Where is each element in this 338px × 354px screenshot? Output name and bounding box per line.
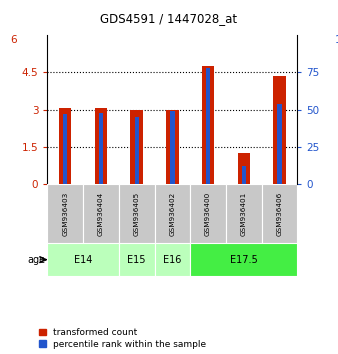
Bar [59, 108, 71, 184]
Bar [238, 153, 250, 184]
Text: GSM936405: GSM936405 [134, 192, 140, 236]
Bar [119, 184, 154, 243]
Bar [190, 243, 297, 276]
Bar [206, 68, 210, 184]
Text: E14: E14 [74, 255, 92, 265]
Text: age: age [27, 255, 46, 265]
Bar [262, 184, 297, 243]
Text: 100%: 100% [335, 35, 338, 45]
Bar [95, 108, 107, 184]
Bar [242, 166, 246, 184]
Text: 6: 6 [11, 35, 17, 45]
Text: E17.5: E17.5 [230, 255, 258, 265]
Text: GSM936406: GSM936406 [276, 192, 283, 236]
Bar [273, 76, 286, 184]
Bar [190, 184, 226, 243]
Text: GSM936404: GSM936404 [98, 192, 104, 236]
Text: GSM936402: GSM936402 [169, 192, 175, 236]
Text: E16: E16 [163, 255, 182, 265]
Bar [99, 113, 103, 184]
Bar [277, 104, 282, 184]
Bar [154, 243, 190, 276]
Text: GDS4591 / 1447028_at: GDS4591 / 1447028_at [100, 12, 238, 25]
Bar [202, 66, 214, 184]
Bar [47, 243, 119, 276]
Bar [170, 111, 174, 184]
Text: GSM936403: GSM936403 [62, 192, 68, 236]
Text: GSM936400: GSM936400 [205, 192, 211, 236]
Bar [135, 117, 139, 184]
Bar [47, 184, 83, 243]
Text: GSM936401: GSM936401 [241, 192, 247, 236]
Bar [226, 184, 262, 243]
Bar [166, 110, 178, 184]
Legend: transformed count, percentile rank within the sample: transformed count, percentile rank withi… [38, 327, 207, 349]
Bar [154, 184, 190, 243]
Bar [83, 184, 119, 243]
Bar [63, 114, 67, 184]
Bar [119, 243, 154, 276]
Bar [130, 110, 143, 184]
Text: E15: E15 [127, 255, 146, 265]
